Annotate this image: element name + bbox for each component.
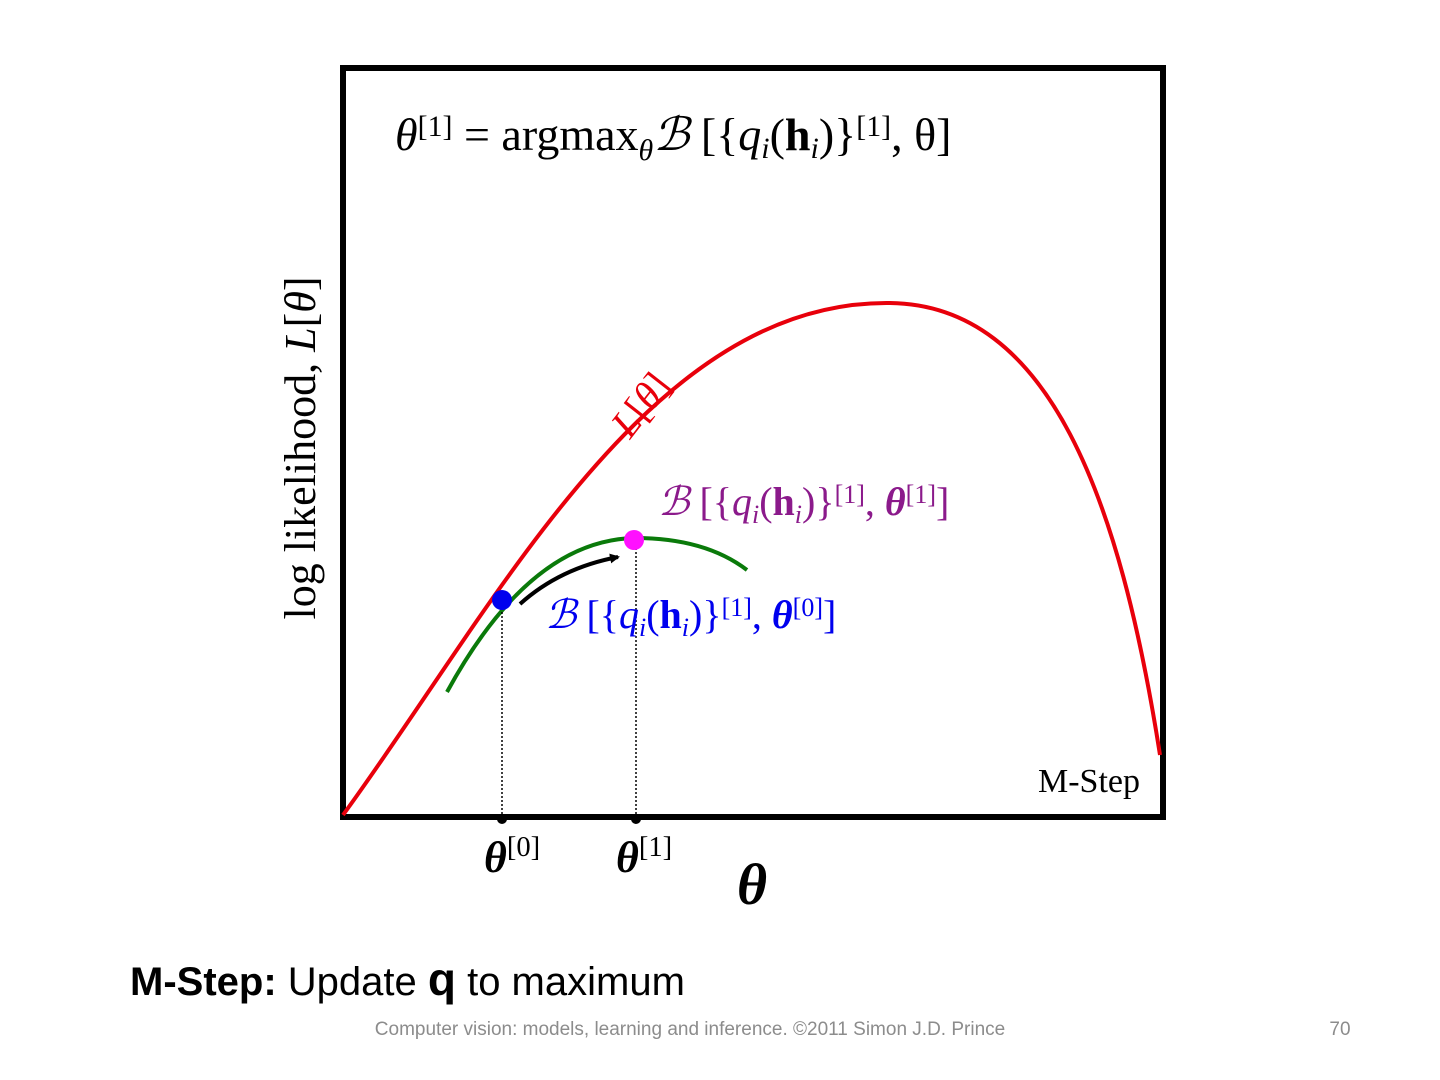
- label-part: [1]: [906, 480, 936, 509]
- tick-dot: [631, 814, 641, 824]
- label-part: ]: [276, 276, 325, 291]
- x-tick-label: θ[0]: [484, 832, 540, 882]
- curve-label: L[θ]: [601, 364, 679, 447]
- label-part: i: [639, 613, 646, 642]
- label-part: ,: [865, 479, 885, 524]
- eq-part: θ: [395, 109, 418, 160]
- label-part: i: [795, 500, 802, 529]
- label-part: h: [660, 592, 682, 637]
- caption-symbol: q: [427, 953, 456, 1005]
- label-part: )}: [689, 592, 722, 637]
- x-axis-label: θ: [737, 852, 767, 917]
- plot-frame: [340, 65, 1166, 820]
- label-part: [: [276, 313, 325, 328]
- eq-part: q: [738, 109, 761, 160]
- label-part: (: [759, 479, 772, 524]
- label-part: [{: [576, 592, 619, 637]
- caption: M-Step: Update q to maximum: [130, 952, 685, 1006]
- label-part: log likelihood,: [276, 352, 325, 620]
- y-axis-label: log likelihood, L[θ]: [276, 276, 325, 619]
- footer: Computer vision: models, learning and in…: [374, 1019, 1006, 1040]
- likelihood-curve: [341, 300, 1162, 817]
- label-part: i: [682, 613, 689, 642]
- figure: θ[1] = argmaxθℬ [{qi(hi)}[1], θ] log lik…: [276, 65, 1166, 917]
- label-part: [0]: [507, 832, 540, 863]
- label-part: q: [619, 592, 639, 637]
- eq-part: [{: [689, 109, 738, 160]
- label-part: ℬ: [658, 479, 692, 524]
- label-part: ]: [823, 592, 836, 637]
- label-part: [1]: [835, 480, 865, 509]
- caption-text: to maximum: [455, 960, 685, 1004]
- step-label: M-Step: [1038, 763, 1140, 800]
- new-point: [624, 530, 644, 550]
- old-point: [492, 590, 512, 610]
- label-part: ]: [936, 479, 949, 524]
- label-part: )}: [802, 479, 835, 524]
- label-part: [1]: [722, 593, 752, 622]
- label-part: h: [773, 479, 795, 524]
- eq-part: i: [761, 132, 769, 165]
- eq-part: h: [785, 109, 811, 160]
- label-part: [0]: [793, 593, 823, 622]
- eq-part: ℬ: [653, 109, 692, 160]
- eq-part: (: [770, 109, 785, 160]
- label-part: L: [276, 327, 325, 352]
- label-part: [1]: [639, 832, 672, 863]
- label-part: θ: [885, 479, 906, 524]
- label-part: ,: [752, 592, 772, 637]
- bound-curve: [445, 535, 749, 693]
- tick-dot: [497, 814, 507, 824]
- page-number: 70: [1329, 1019, 1351, 1040]
- eq-part: θ: [639, 134, 654, 167]
- eq-part: )}: [819, 109, 856, 160]
- eq-part: i: [811, 132, 819, 165]
- bound-new-label: ℬ [{qi(hi)}[1], θ[1]]: [658, 479, 949, 529]
- x-tick-label: θ[1]: [616, 832, 672, 882]
- eq-part: [1]: [856, 110, 891, 143]
- label-part: q: [732, 479, 752, 524]
- label-part: θ: [772, 592, 793, 637]
- label-part: θ: [276, 291, 325, 313]
- label-part: θ: [616, 833, 639, 882]
- label-part: θ: [484, 833, 507, 882]
- bound-old-label: ℬ [{qi(hi)}[1], θ[0]]: [545, 592, 836, 642]
- eq-part: , θ]: [891, 109, 951, 160]
- label-part: i: [752, 500, 759, 529]
- eq-part: [1]: [418, 110, 453, 143]
- equation: θ[1] = argmaxθℬ [{qi(hi)}[1], θ]: [395, 109, 951, 167]
- step-arrow: [518, 553, 620, 606]
- label-part: [{: [689, 479, 732, 524]
- caption-text: Update: [276, 960, 428, 1004]
- eq-part: = argmax: [452, 109, 638, 160]
- label-part: (: [646, 592, 659, 637]
- label-part: ℬ: [545, 592, 579, 637]
- caption-bold: M-Step:: [130, 960, 277, 1004]
